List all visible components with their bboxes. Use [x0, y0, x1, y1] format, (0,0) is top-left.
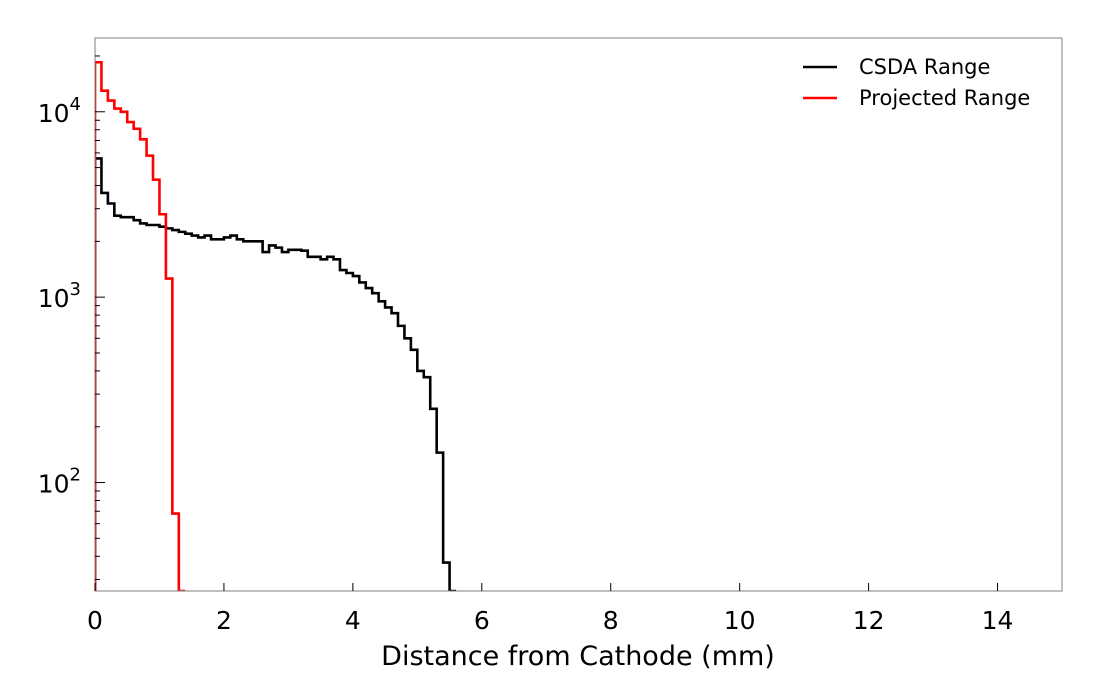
series-line-projected-range — [95, 60, 186, 591]
y-tick-label: 104 — [38, 94, 81, 128]
x-tick-label: 8 — [603, 606, 619, 635]
y-tick-label: 102 — [38, 465, 81, 499]
y-tick-label: 103 — [38, 279, 81, 313]
legend: CSDA Range Projected Range — [803, 55, 1030, 110]
plot-frame — [94, 37, 1063, 592]
axes: 0 2 4 6 8 10 12 14 102 103 104 — [38, 37, 1063, 635]
x-tick-label: 2 — [216, 606, 232, 635]
x-tick-label: 10 — [724, 606, 756, 635]
x-tick-label: 6 — [474, 606, 490, 635]
x-tick-label: 4 — [345, 606, 361, 635]
x-tick-label: 14 — [982, 606, 1014, 635]
x-tick-label: 0 — [87, 606, 103, 635]
legend-label-projected-range: Projected Range — [859, 86, 1030, 110]
series-line-csda-range — [95, 157, 457, 591]
x-tick-label: 12 — [853, 606, 885, 635]
x-axis-label: Distance from Cathode (mm) — [381, 641, 775, 672]
legend-label-csda-range: CSDA Range — [859, 55, 990, 79]
plot-area — [95, 60, 457, 591]
